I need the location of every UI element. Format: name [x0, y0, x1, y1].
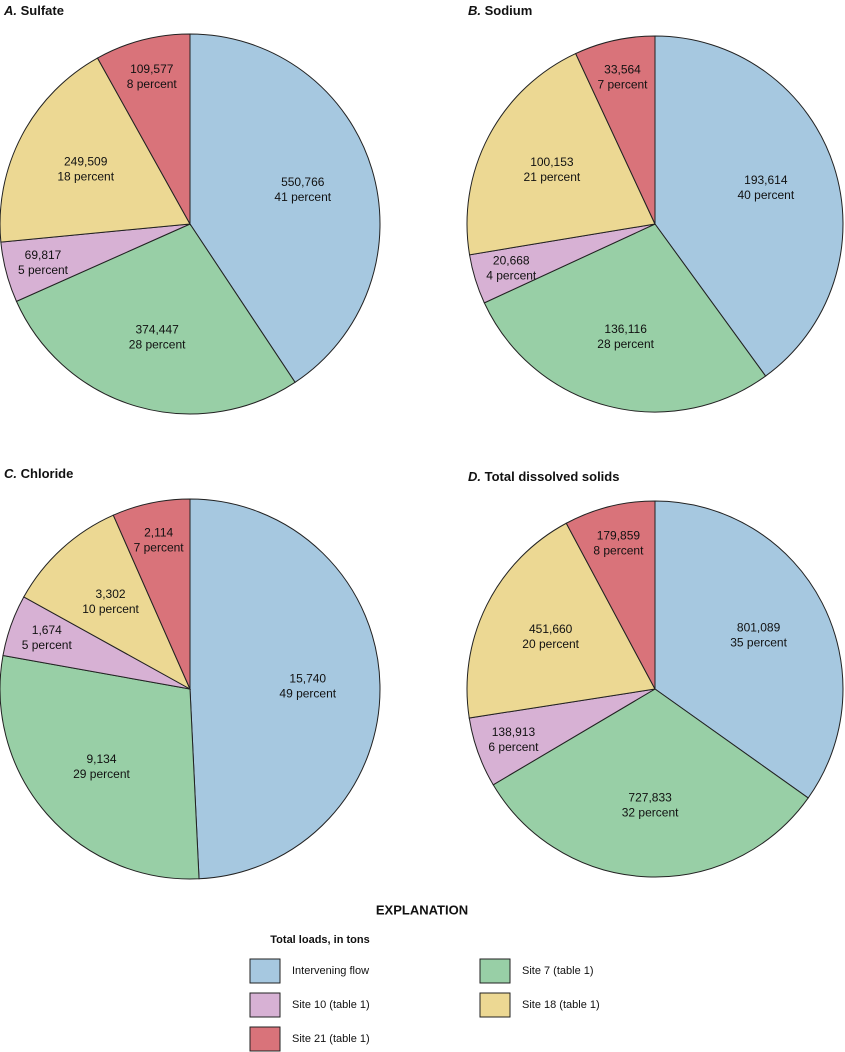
panel-letter: D.: [468, 469, 481, 484]
chart-title: A. Sulfate: [3, 3, 64, 18]
percent-label: 4 percent: [486, 268, 537, 282]
pie-slice: [96, 33, 191, 226]
value-label: 193,614: [744, 173, 788, 187]
pie-slice: [189, 498, 381, 880]
pie-slice: [654, 500, 844, 799]
legend-swatch: [249, 958, 281, 984]
percent-label: 10 percent: [82, 602, 139, 616]
legend-swatch: [479, 958, 511, 984]
percent-label: 29 percent: [73, 767, 130, 781]
chart-title: B. Sodium: [468, 3, 532, 18]
percent-label: 32 percent: [622, 806, 679, 820]
pie-slice: [575, 35, 656, 225]
value-label: 69,817: [25, 248, 62, 262]
percent-label: 5 percent: [22, 638, 73, 652]
value-label: 136,116: [604, 322, 647, 336]
pie-slice: [0, 654, 200, 880]
percent-label: 18 percent: [57, 169, 114, 183]
value-label: 3,302: [96, 587, 126, 601]
percent-label: 28 percent: [597, 337, 654, 351]
legend-subtitle: Total loads, in tons: [270, 934, 369, 946]
legend-swatch: [479, 992, 511, 1018]
legend-label: Intervening flow: [292, 965, 369, 977]
value-label: 109,577: [130, 62, 174, 76]
percent-label: 35 percent: [730, 636, 787, 650]
percent-label: 40 percent: [737, 188, 794, 202]
percent-label: 7 percent: [134, 540, 185, 554]
percent-label: 8 percent: [127, 77, 178, 91]
value-label: 2,114: [144, 525, 173, 539]
value-label: 550,766: [281, 175, 325, 189]
percent-label: 28 percent: [129, 337, 186, 351]
percent-label: 6 percent: [488, 740, 539, 754]
pie-slice: [23, 514, 192, 691]
pie-slice: [0, 57, 191, 243]
value-label: 100,153: [530, 155, 574, 169]
value-label: 451,660: [529, 622, 573, 636]
chart-title: D. Total dissolved solids: [468, 469, 619, 484]
percent-label: 20 percent: [522, 637, 579, 651]
value-label: 15,740: [289, 671, 326, 685]
value-label: 1,674: [32, 623, 62, 637]
panel-letter: C.: [4, 466, 17, 481]
percent-label: 41 percent: [274, 190, 331, 204]
panel-letter: A.: [3, 3, 17, 18]
legend-label: Site 7 (table 1): [522, 965, 594, 977]
legend-label: Site 10 (table 1): [292, 999, 370, 1011]
value-label: 179,859: [597, 528, 641, 542]
value-label: 727,833: [628, 791, 672, 805]
chart-title-text: Sulfate: [21, 3, 64, 18]
pie-slice: [466, 52, 656, 256]
percent-label: 49 percent: [279, 686, 336, 700]
percent-label: 8 percent: [593, 543, 644, 557]
chart-title-text: Sodium: [485, 3, 533, 18]
value-label: 33,564: [604, 62, 641, 76]
percent-label: 7 percent: [597, 77, 648, 91]
chart-title-text: Chloride: [21, 466, 74, 481]
pie-slice: [483, 223, 767, 413]
panel-letter: B.: [468, 3, 481, 18]
chart-title: C. Chloride: [4, 466, 73, 481]
percent-label: 5 percent: [18, 263, 69, 277]
pie-slice: [466, 522, 656, 719]
legend-label: Site 18 (table 1): [522, 999, 600, 1011]
pie-slice: [112, 498, 191, 690]
value-label: 801,089: [737, 621, 781, 635]
pie-slice: [492, 688, 809, 878]
legend-title: EXPLANATION: [376, 902, 468, 917]
pie-slice: [565, 500, 656, 690]
value-label: 9,134: [86, 752, 116, 766]
legend-label: Site 21 (table 1): [292, 1033, 370, 1045]
value-label: 138,913: [492, 725, 536, 739]
chart-title-text: Total dissolved solids: [485, 469, 620, 484]
value-label: 249,509: [64, 154, 108, 168]
legend-swatch: [249, 1026, 281, 1052]
value-label: 20,668: [493, 253, 530, 267]
percent-label: 21 percent: [524, 170, 581, 184]
legend-swatch: [249, 992, 281, 1018]
value-label: 374,447: [135, 322, 179, 336]
pie-slice: [15, 223, 296, 415]
pie-slice: [654, 35, 844, 377]
